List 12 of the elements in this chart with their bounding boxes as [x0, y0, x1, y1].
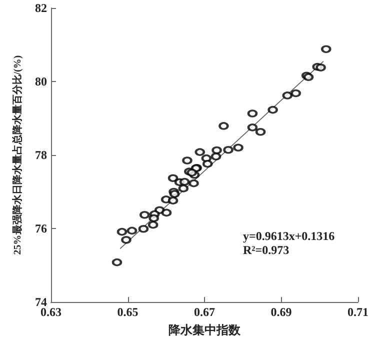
- annotation: y=0.9613x+0.1316: [243, 229, 335, 243]
- y-tick-label: 80: [35, 74, 47, 88]
- y-tick-label: 82: [35, 1, 47, 15]
- x-axis-title: 降水集中指数: [168, 323, 242, 337]
- y-tick-label: 78: [35, 148, 47, 162]
- x-tick-label: 0.65: [117, 305, 138, 319]
- y-tick-label: 76: [35, 222, 47, 236]
- y-axis-title: 25%最强降水日降水量占总降水量百分比/(%): [12, 55, 24, 255]
- x-tick-label: 0.67: [194, 305, 215, 319]
- x-tick-label: 0.69: [270, 305, 292, 319]
- x-tick-label: 0.71: [348, 305, 368, 319]
- annotation: R²=0.973: [243, 243, 290, 257]
